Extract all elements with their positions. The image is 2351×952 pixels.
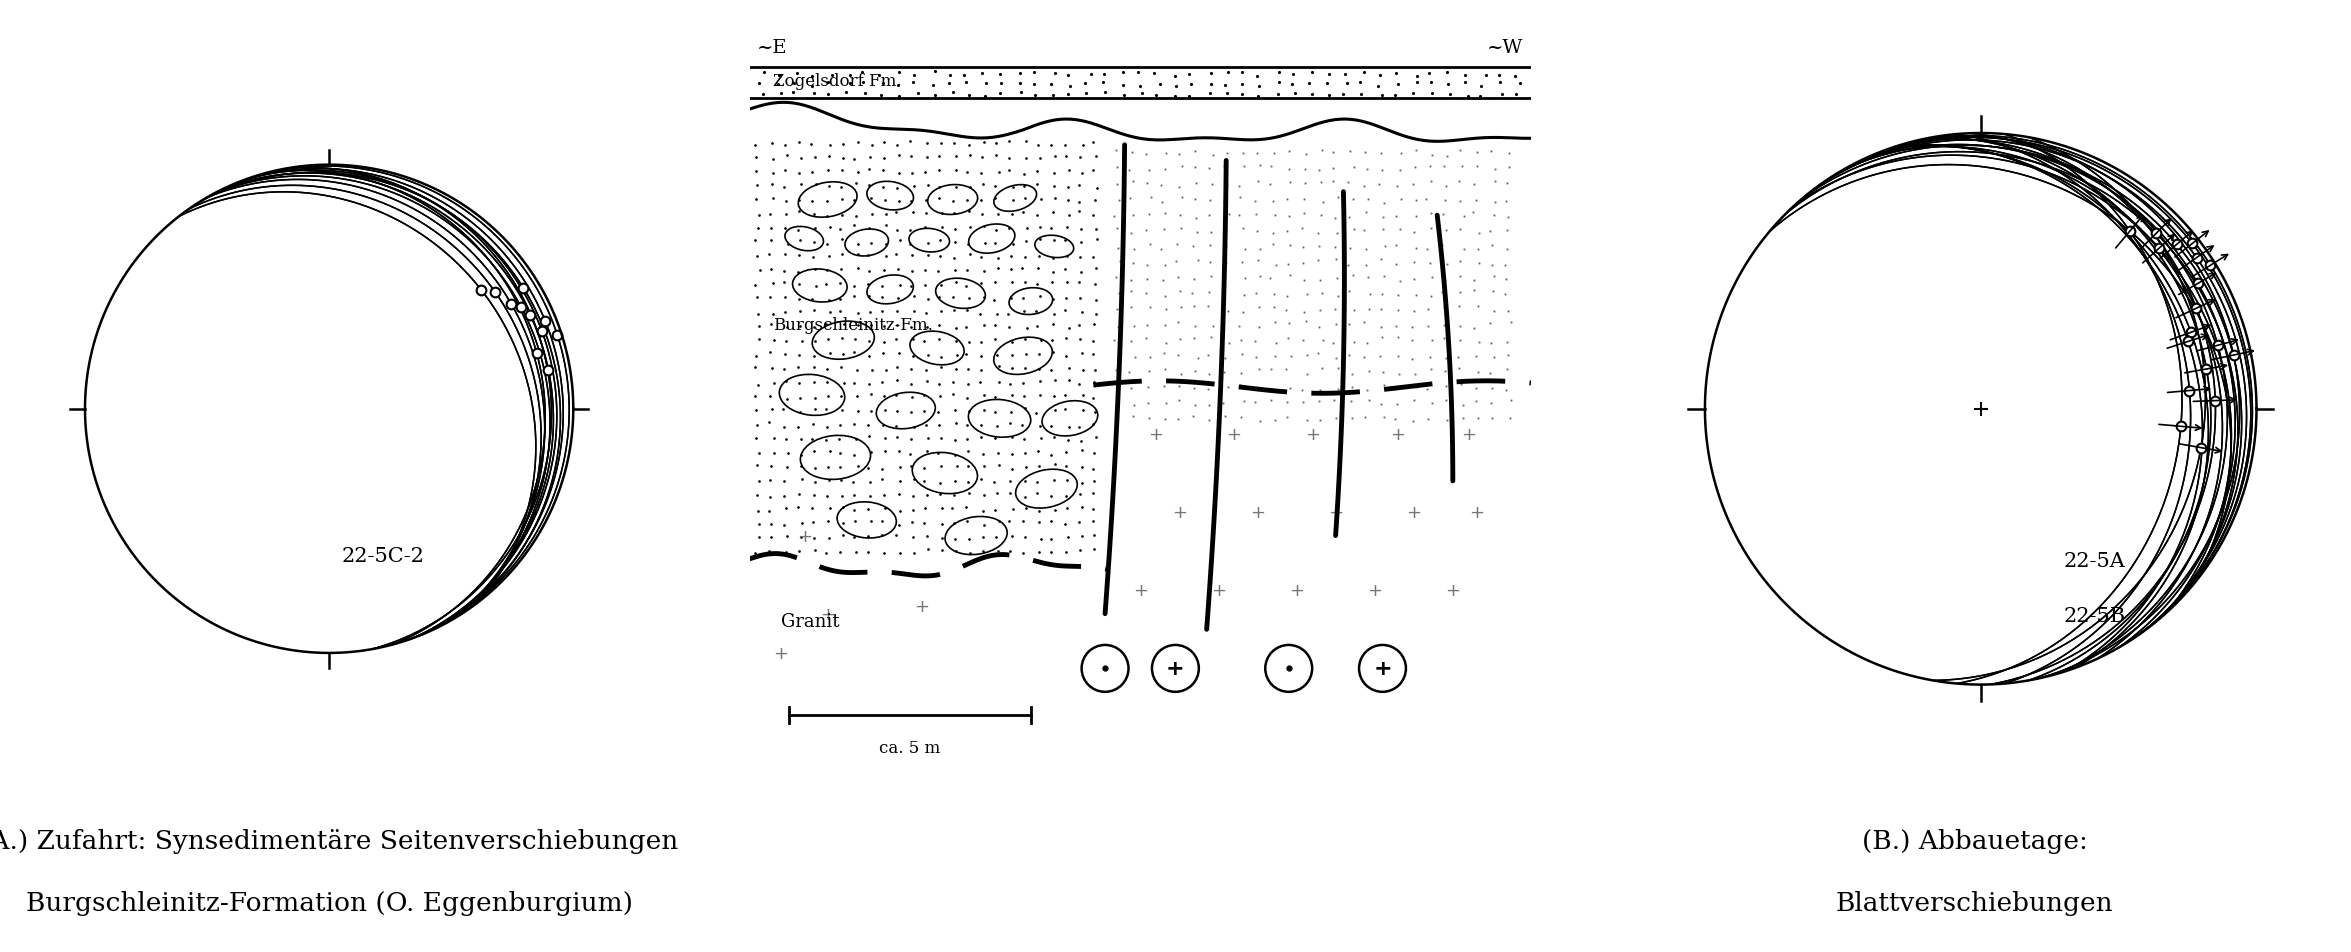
Text: (B.) Abbauetage:: (B.) Abbauetage: bbox=[1862, 828, 2088, 853]
Text: +: + bbox=[1171, 504, 1187, 522]
Text: +: + bbox=[797, 527, 811, 545]
Text: Burgschleinitz-Fm.: Burgschleinitz-Fm. bbox=[773, 317, 933, 334]
Text: +: + bbox=[1446, 582, 1460, 600]
Text: +: + bbox=[1406, 504, 1422, 522]
Text: +: + bbox=[1328, 504, 1342, 522]
Text: +: + bbox=[1305, 426, 1319, 444]
Text: ca. 5 m: ca. 5 m bbox=[879, 739, 940, 756]
Text: +: + bbox=[1166, 659, 1185, 679]
Text: ~E: ~E bbox=[757, 39, 788, 57]
Text: 22-5C-2: 22-5C-2 bbox=[341, 546, 423, 565]
Text: Zogelsdorf Fm.: Zogelsdorf Fm. bbox=[773, 73, 900, 90]
Text: +: + bbox=[773, 645, 788, 662]
Text: +: + bbox=[1211, 582, 1225, 600]
Text: +: + bbox=[1373, 659, 1392, 679]
Text: +: + bbox=[915, 597, 929, 615]
Text: 22-5B: 22-5B bbox=[2064, 606, 2125, 625]
Text: Burgschleinitz-Formation (O. Eggenburgium): Burgschleinitz-Formation (O. Eggenburgiu… bbox=[26, 890, 632, 915]
Text: +: + bbox=[1147, 426, 1164, 444]
Text: +: + bbox=[1227, 426, 1241, 444]
Text: +: + bbox=[1251, 504, 1265, 522]
Text: +: + bbox=[1460, 426, 1476, 444]
Text: Blattverschiebungen: Blattverschiebungen bbox=[1836, 890, 2114, 915]
Text: +: + bbox=[1392, 426, 1406, 444]
Text: +: + bbox=[1288, 582, 1305, 600]
Text: +: + bbox=[1469, 504, 1483, 522]
Text: Granit: Granit bbox=[781, 613, 839, 631]
Text: +: + bbox=[1133, 582, 1147, 600]
Text: (A.) Zufahrt: Synsedimentäre Seitenverschiebungen: (A.) Zufahrt: Synsedimentäre Seitenversc… bbox=[0, 828, 679, 853]
Text: ~W: ~W bbox=[1486, 39, 1523, 57]
Text: 22-5A: 22-5A bbox=[2064, 551, 2125, 570]
Text: +: + bbox=[1368, 582, 1382, 600]
Text: +: + bbox=[820, 605, 835, 623]
